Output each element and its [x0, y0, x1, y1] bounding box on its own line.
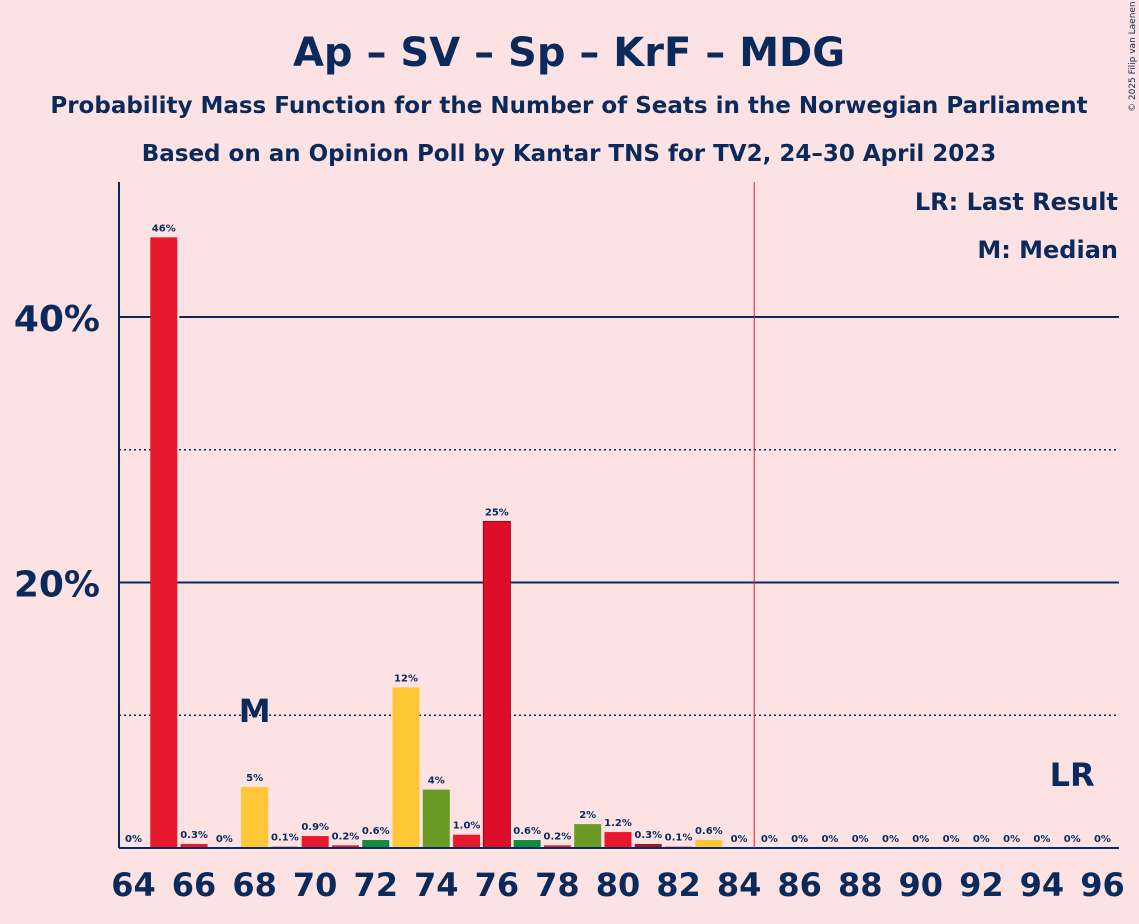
- x-tick-label: 82: [656, 866, 701, 904]
- bar-value-label: 0.9%: [301, 822, 329, 833]
- bar-seat-77: [513, 840, 541, 848]
- x-tick-label: 88: [838, 866, 883, 904]
- copyright-note: © 2025 Filip van Laenen: [1128, 1, 1138, 112]
- x-tick-label: 74: [414, 866, 459, 904]
- bar-value-label: 0%: [731, 834, 748, 845]
- bar-seat-71: [331, 845, 359, 848]
- median-marker: M: [239, 692, 271, 730]
- bar-seat-74: [422, 789, 450, 848]
- bar-value-label: 0.2%: [544, 831, 572, 842]
- bar-value-label: 0%: [852, 834, 869, 845]
- bar-seat-80: [604, 832, 632, 848]
- x-tick-label: 66: [172, 866, 217, 904]
- x-tick-labels: 64 66 68 70 72 74 76 78 80 82 84 86 88 90 92 94 96: [111, 866, 1124, 904]
- bar-value-label: 25%: [485, 507, 509, 518]
- bar-value-label: 0.2%: [332, 831, 360, 842]
- bar-value-label: 0%: [1064, 834, 1081, 845]
- bar-seat-70: [301, 836, 329, 848]
- bar-value-label: 5%: [246, 773, 263, 784]
- bar-value-label: 12%: [394, 673, 418, 684]
- bar-value-label: 0%: [1033, 834, 1050, 845]
- bar-value-label: 1.2%: [604, 818, 632, 829]
- bar-value-label: 0%: [821, 834, 838, 845]
- legend-median: M: Median: [977, 236, 1118, 264]
- bar-seat-83: [695, 840, 723, 848]
- bar-value-label: 0.1%: [665, 833, 693, 844]
- bar-value-label: 1.0%: [453, 821, 481, 832]
- x-tick-label: 94: [1020, 866, 1065, 904]
- bar-value-label: 0.3%: [634, 830, 662, 841]
- legend-last-result: LR: Last Result: [915, 188, 1118, 216]
- bar-seat-75: [453, 834, 481, 848]
- x-tick-label: 80: [596, 866, 641, 904]
- bar-value-label: 0.6%: [513, 826, 541, 837]
- y-tick-label: 40%: [14, 299, 100, 340]
- bar-value-label: 0.3%: [180, 830, 208, 841]
- bar-value-label: 0%: [216, 834, 233, 845]
- bar-value-label: 46%: [152, 223, 176, 234]
- x-tick-label: 86: [777, 866, 822, 904]
- x-tick-label: 96: [1080, 866, 1125, 904]
- y-tick-labels: 20% 40%: [14, 299, 100, 606]
- chart-subtitle-2: Based on an Opinion Poll by Kantar TNS f…: [142, 141, 997, 167]
- x-tick-label: 90: [899, 866, 944, 904]
- bar-value-label: 0%: [761, 834, 778, 845]
- bar-seat-79: [574, 824, 602, 848]
- bar-seat-78: [543, 845, 571, 848]
- bar-value-label: 0%: [973, 834, 990, 845]
- bar-value-label: 0%: [1003, 834, 1020, 845]
- chart-title: Ap – SV – Sp – KrF – MDG: [293, 30, 845, 76]
- last-result-marker: LR: [1050, 756, 1095, 794]
- x-tick-label: 78: [535, 866, 580, 904]
- bar-seat-65: [150, 237, 178, 849]
- x-tick-label: 68: [232, 866, 277, 904]
- bar-value-label: 2%: [579, 810, 596, 821]
- x-tick-label: 92: [959, 866, 1004, 904]
- bar-value-label: 0.1%: [271, 833, 299, 844]
- y-tick-label: 20%: [14, 565, 100, 606]
- x-tick-label: 84: [717, 866, 762, 904]
- bar-value-label: 0%: [791, 834, 808, 845]
- bar-value-label: 0%: [1094, 834, 1111, 845]
- x-tick-label: 76: [475, 866, 520, 904]
- bar-value-label: 4%: [428, 776, 445, 787]
- bar-value-label: 0%: [943, 834, 960, 845]
- gridline-gap: [177, 315, 180, 319]
- bars-group: [150, 237, 723, 849]
- bar-labels-group: 0%46%0.3% 0%5%0.1%0.9%0.2% 0.6%12%4%1.0%25…: [125, 223, 1111, 845]
- gridlines: [119, 316, 1119, 716]
- bar-seat-72: [362, 840, 390, 848]
- bar-value-label: 0%: [125, 834, 142, 845]
- bar-seat-76: [482, 520, 511, 849]
- bar-seat-81: [634, 844, 662, 848]
- bar-value-label: 0%: [882, 834, 899, 845]
- x-tick-label: 72: [353, 866, 398, 904]
- chart-subtitle-1: Probability Mass Function for the Number…: [50, 93, 1087, 119]
- bar-value-label: 0.6%: [695, 826, 723, 837]
- x-tick-label: 70: [293, 866, 338, 904]
- x-tick-label: 64: [111, 866, 156, 904]
- bar-value-label: 0%: [912, 834, 929, 845]
- bar-value-label: 0.6%: [362, 826, 390, 837]
- bar-seat-73: [392, 687, 420, 848]
- bar-seat-68: [241, 786, 269, 848]
- bar-seat-66: [180, 844, 208, 848]
